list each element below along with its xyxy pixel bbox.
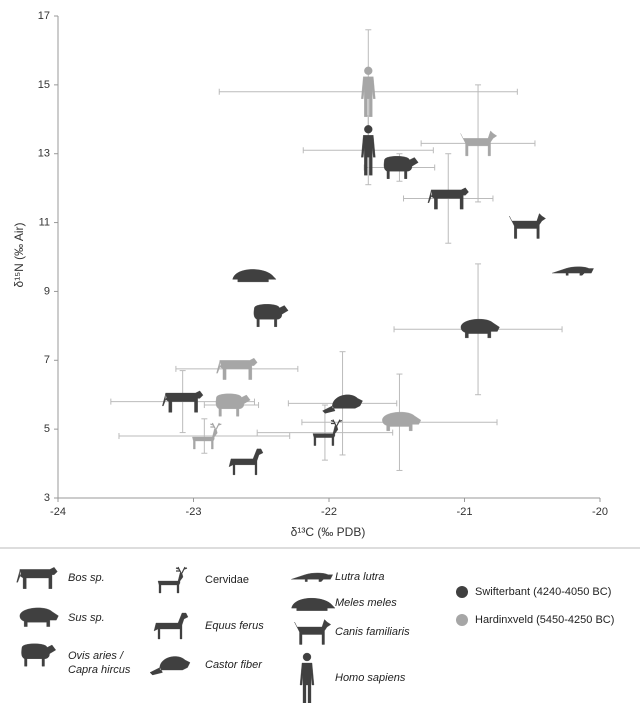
x-tick-label: -22 (321, 506, 337, 518)
legend-label: Lutra lutra (335, 571, 385, 583)
y-tick-label: 15 (38, 79, 50, 91)
icon (16, 566, 58, 590)
legend-marker (456, 586, 468, 598)
legend-label: Hardinxveld (5450-4250 BC) (475, 614, 615, 626)
icon (299, 652, 315, 703)
icon (460, 318, 501, 339)
x-tick-label: -20 (592, 506, 608, 518)
icon (149, 655, 191, 676)
icon (228, 448, 264, 476)
x-tick-label: -23 (186, 506, 202, 518)
icon (508, 212, 547, 240)
legend-label: Castor fiber (205, 659, 262, 671)
legend-label: Meles meles (335, 597, 397, 609)
icon (381, 411, 422, 432)
legend-label: Sus sp. (68, 612, 105, 624)
x-axis-title: δ¹³C (‰ PDB) (291, 525, 366, 539)
icon (253, 303, 289, 328)
x-tick-label: -24 (50, 506, 66, 518)
legend-label: Equus ferus (205, 620, 264, 632)
y-tick-label: 5 (44, 423, 50, 435)
legend-label: Cervidae (205, 574, 250, 586)
y-tick-label: 11 (39, 216, 50, 228)
icon (290, 597, 335, 612)
legend-label: Bos sp. (68, 572, 105, 584)
legend-label: Swifterbant (4240-4050 BC) (475, 586, 612, 598)
y-tick-label: 13 (38, 148, 50, 160)
y-tick-label: 9 (44, 285, 50, 297)
y-tick-label: 3 (44, 492, 50, 504)
y-tick-label: 7 (44, 354, 50, 366)
icon (19, 607, 60, 628)
x-tick-label: -21 (457, 506, 473, 518)
y-tick-label: 17 (38, 10, 50, 22)
legend-label: Ovis aries / Capra hircus (68, 650, 131, 676)
legend-label: Canis familiaris (335, 626, 410, 638)
y-axis-title: δ¹⁵N (‰ Air) (12, 223, 26, 288)
icon (231, 268, 277, 283)
legend-label: Homo sapiens (335, 672, 406, 684)
icon (20, 643, 57, 667)
legend-marker (456, 614, 468, 626)
icon (551, 265, 595, 277)
